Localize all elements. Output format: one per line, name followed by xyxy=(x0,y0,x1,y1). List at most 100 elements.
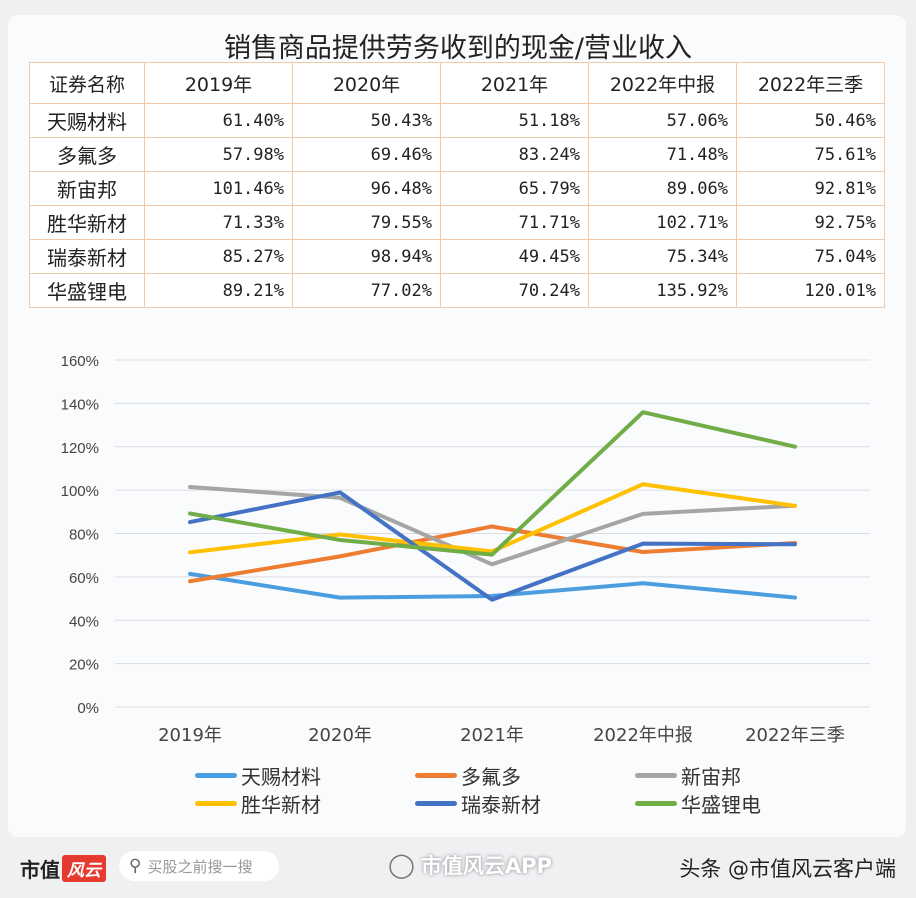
header-col: 2020年 xyxy=(292,62,441,104)
cell-value: 50.46% xyxy=(736,103,885,138)
app-watermark: ◯ 市值风云APP xyxy=(388,850,552,880)
table-row: 新宙邦 101.46% 96.48% 65.79% 89.06% 92.81% xyxy=(29,171,885,206)
chart-title: 销售商品提供劳务收到的现金/营业收入 xyxy=(223,33,693,64)
y-tick-label: 100% xyxy=(61,483,99,500)
series-line xyxy=(188,524,797,584)
legend-item: 新宙邦 xyxy=(635,762,815,789)
logo-text: 市值 xyxy=(20,858,60,882)
series-line xyxy=(188,410,797,557)
cell-value: 75.61% xyxy=(736,137,885,172)
series-line xyxy=(188,484,797,567)
cell-value: 135.92% xyxy=(588,273,737,308)
header-col: 2022年三季 xyxy=(736,62,885,104)
cell-value: 57.98% xyxy=(144,137,293,172)
cell-value: 120.01% xyxy=(736,273,885,308)
cell-value: 101.46% xyxy=(144,171,293,206)
table-row: 胜华新材 71.33% 79.55% 71.71% 102.71% 92.75% xyxy=(29,205,885,240)
search-icon: ⚲ xyxy=(129,856,142,876)
y-tick-label: 0% xyxy=(77,700,99,717)
table-row: 天赐材料 61.40% 50.43% 51.18% 57.06% 50.46% xyxy=(29,103,885,138)
y-tick-label: 140% xyxy=(61,396,99,413)
x-tick-label: 2021年 xyxy=(460,725,524,746)
header-name: 证券名称 xyxy=(29,62,145,104)
cell-value: 70.24% xyxy=(440,273,589,308)
legend-swatch-icon xyxy=(195,800,237,806)
table-row: 瑞泰新材 85.27% 98.94% 49.45% 75.34% 75.04% xyxy=(29,239,885,274)
cell-value: 75.34% xyxy=(588,239,737,274)
legend-label: 多氟多 xyxy=(461,764,521,789)
cell-value: 57.06% xyxy=(588,103,737,138)
data-table: 证券名称 2019年 2020年 2021年 2022年中报 2022年三季 天… xyxy=(29,62,885,308)
line-chart: 0% 20% 40% 60% 80% 100% 120% 140% 160% 2019年 2020… xyxy=(61,353,870,746)
company-name: 新宙邦 xyxy=(29,171,145,206)
legend-swatch-icon xyxy=(635,800,677,806)
company-name: 胜华新材 xyxy=(29,205,145,240)
cell-value: 71.71% xyxy=(440,205,589,240)
legend-item: 华盛锂电 xyxy=(635,790,815,817)
weibo-icon: ◯ xyxy=(388,851,415,879)
cell-value: 75.04% xyxy=(736,239,885,274)
company-name: 华盛锂电 xyxy=(29,273,145,308)
y-tick-label: 120% xyxy=(61,440,99,457)
company-name: 天赐材料 xyxy=(29,103,145,138)
search-placeholder: 买股之前搜一搜 xyxy=(147,857,253,876)
legend-swatch-icon xyxy=(415,800,457,806)
legend-swatch-icon xyxy=(195,772,237,778)
header-col: 2019年 xyxy=(144,62,293,104)
cell-value: 89.06% xyxy=(588,171,737,206)
legend-label: 天赐材料 xyxy=(241,764,321,789)
y-tick-label: 80% xyxy=(69,527,99,544)
legend-label: 新宙邦 xyxy=(681,764,741,789)
cell-value: 89.21% xyxy=(144,273,293,308)
chart-legend: 天赐材料 多氟多 新宙邦胜华新材 瑞泰新材 华盛锂电 xyxy=(195,762,795,817)
cell-value: 65.79% xyxy=(440,171,589,206)
series-line xyxy=(188,482,797,555)
header-col: 2022年中报 xyxy=(588,62,737,104)
cell-value: 98.94% xyxy=(292,239,441,274)
cell-value: 85.27% xyxy=(144,239,293,274)
company-name: 多氟多 xyxy=(29,137,145,172)
cell-value: 49.45% xyxy=(440,239,589,274)
header-col: 2021年 xyxy=(440,62,589,104)
y-tick-label: 20% xyxy=(69,657,99,674)
series-line xyxy=(188,571,797,600)
company-name: 瑞泰新材 xyxy=(29,239,145,274)
series-line xyxy=(188,490,797,602)
cell-value: 83.24% xyxy=(440,137,589,172)
search-box[interactable]: ⚲ 买股之前搜一搜 xyxy=(119,851,279,881)
cell-value: 51.18% xyxy=(440,103,589,138)
legend-label: 华盛锂电 xyxy=(681,792,761,817)
y-tick-label: 60% xyxy=(69,570,99,587)
cell-value: 69.46% xyxy=(292,137,441,172)
legend-label: 胜华新材 xyxy=(241,792,321,817)
y-tick-label: 160% xyxy=(61,353,99,370)
cell-value: 61.40% xyxy=(144,103,293,138)
legend-item: 天赐材料 xyxy=(195,762,415,789)
legend-swatch-icon xyxy=(415,772,457,778)
x-tick-label: 2022年中报 xyxy=(593,725,693,746)
x-tick-label: 2019年 xyxy=(158,725,222,746)
cell-value: 92.81% xyxy=(736,171,885,206)
cell-value: 77.02% xyxy=(292,273,441,308)
table-row: 多氟多 57.98% 69.46% 83.24% 71.48% 75.61% xyxy=(29,137,885,172)
legend-item: 瑞泰新材 xyxy=(415,790,635,817)
legend-item: 多氟多 xyxy=(415,762,635,789)
cell-value: 102.71% xyxy=(588,205,737,240)
y-tick-label: 40% xyxy=(69,613,99,630)
app-watermark-text: 市值风云APP xyxy=(420,854,552,878)
table-row: 华盛锂电 89.21% 77.02% 70.24% 135.92% 120.01% xyxy=(29,273,885,308)
x-tick-label: 2020年 xyxy=(308,725,372,746)
cell-value: 92.75% xyxy=(736,205,885,240)
cell-value: 71.33% xyxy=(144,205,293,240)
attribution: 头条 @市值风云客户端 xyxy=(679,857,896,881)
logo-badge: 风云 xyxy=(62,855,106,882)
cell-value: 96.48% xyxy=(292,171,441,206)
legend-swatch-icon xyxy=(635,772,677,778)
legend-label: 瑞泰新材 xyxy=(461,792,541,817)
cell-value: 50.43% xyxy=(292,103,441,138)
cell-value: 79.55% xyxy=(292,205,441,240)
x-tick-label: 2022年三季 xyxy=(745,725,845,746)
brand-logo: 市值 风云 xyxy=(20,854,106,883)
table-header-row: 证券名称 2019年 2020年 2021年 2022年中报 2022年三季 xyxy=(29,62,885,104)
legend-item: 胜华新材 xyxy=(195,790,415,817)
